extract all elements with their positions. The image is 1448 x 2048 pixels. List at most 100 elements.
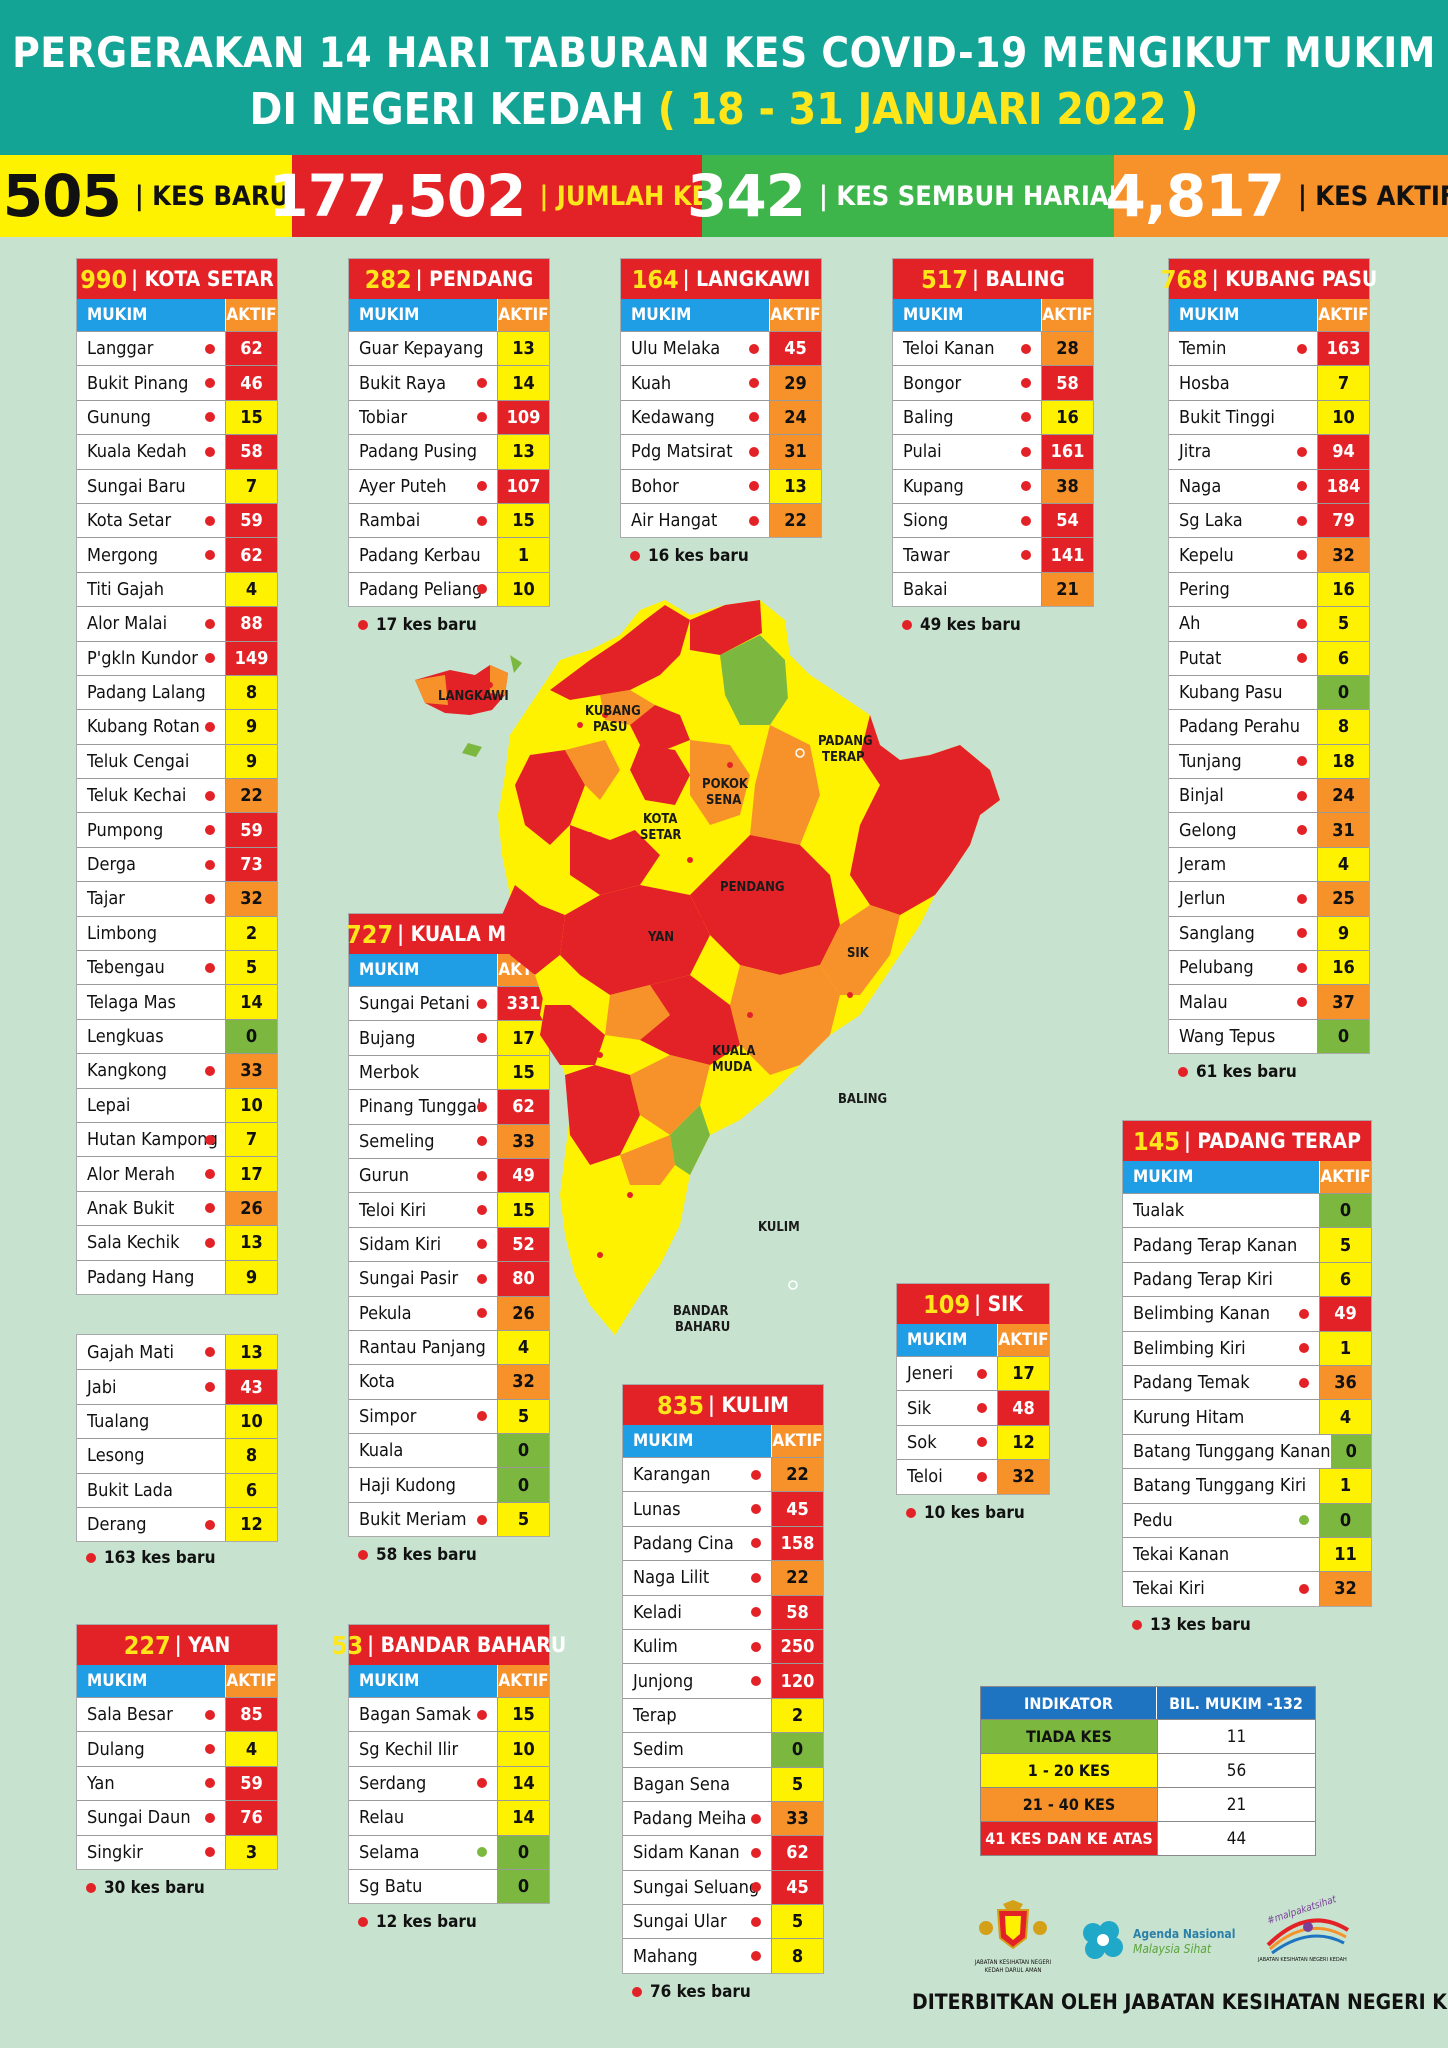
mukim-name: Tualang (77, 1404, 225, 1439)
table-row: Siong 54 (893, 502, 1093, 538)
jkn-logo-text: JABATAN KESIHATAN NEGERI KEDAH DARUL AMAN (974, 1959, 1052, 1974)
aktif-value: 14 (497, 1766, 549, 1801)
map-kulim-green (670, 1105, 710, 1175)
new-case-dot-icon (977, 1403, 987, 1414)
red-dot-icon (358, 1917, 368, 1928)
mukim-name: Kuala (349, 1434, 497, 1468)
mukim-name: Sungai Baru (77, 469, 225, 503)
table-row: Tobiar 109 (349, 399, 549, 435)
map-kmuda-red-2 (540, 1005, 605, 1065)
aktif-value: 13 (225, 1226, 277, 1260)
aktif-value: 59 (225, 1766, 277, 1801)
aktif-value: 17 (497, 1021, 549, 1055)
aktif-value: 13 (497, 332, 549, 366)
aktif-value: 25 (1317, 882, 1369, 916)
new-case-dot-icon (477, 1033, 487, 1044)
table-row: Bukit Pinang 46 (77, 365, 277, 400)
aktif-value: 85 (225, 1698, 277, 1732)
map-label-kota: KOTA (643, 812, 677, 827)
mukim-name: Singkir (77, 1835, 225, 1869)
aktif-value: 4 (1319, 1400, 1371, 1434)
new-cases-note: 61 kes baru (1178, 1062, 1297, 1082)
stat-label: | JUMLAH KES (539, 180, 726, 212)
mukim-name: Bukit Pinang (77, 366, 225, 400)
mukim-name: Pinang Tunggal (349, 1090, 497, 1124)
map-north-red (550, 605, 690, 700)
aktif-value: 0 (497, 1869, 549, 1904)
table-row: Tajar 32 (77, 881, 277, 916)
aktif-value: 5 (771, 1905, 823, 1939)
table-row: Lesong 8 (77, 1438, 277, 1473)
mukim-name: Air Hangat (621, 503, 769, 538)
mukim-name: Kurung Hitam (1123, 1400, 1319, 1434)
table-row: Sala Besar 85 (77, 1697, 277, 1732)
table-row: Kuala 0 (349, 1433, 549, 1468)
mukim-name: Derga (77, 847, 225, 882)
table-row: Teloi 32 (897, 1459, 1049, 1494)
table-row: Pedu 0 (1123, 1502, 1371, 1537)
new-case-dot-icon (751, 1847, 761, 1858)
table-row: Padang Peliang 10 (349, 571, 549, 607)
table-row: Wang Tepus 0 (1169, 1018, 1369, 1054)
mukim-name: Jerlun (1169, 882, 1317, 916)
table-row: Padang Lalang 8 (77, 674, 277, 710)
map-label-kulim: KULIM (758, 1220, 800, 1235)
new-case-dot-icon (477, 1308, 487, 1319)
table-row: Putat 6 (1169, 640, 1369, 675)
mukim-name: Gajah Mati (77, 1335, 225, 1370)
table-row: Gajah Mati 13 (77, 1335, 277, 1370)
aktif-value: 22 (769, 503, 821, 538)
mukim-name: Relau (349, 1801, 497, 1835)
table-row: Batang Tunggang Kanan 0 (1123, 1433, 1371, 1469)
new-case-dot-icon (205, 859, 215, 870)
table-row: Junjong 120 (623, 1663, 823, 1698)
new-case-dot-icon (477, 1778, 487, 1789)
new-case-dot-icon (477, 1411, 487, 1422)
title-state: DI NEGERI KEDAH (249, 84, 644, 135)
mukim-name: Padang Temak (1123, 1365, 1319, 1400)
aktif-value: 120 (771, 1664, 823, 1698)
col-mukim: MUKIM (623, 1425, 771, 1457)
mukim-name: Padang Cina (623, 1526, 771, 1561)
mukim-name: Sok (897, 1425, 997, 1460)
mukim-name: Pering (1169, 572, 1317, 607)
mukim-name: Sg Batu (349, 1869, 497, 1904)
map-pendang-orange (750, 725, 820, 865)
table-row: Relau 14 (349, 1800, 549, 1835)
new-case-dot-icon (477, 1205, 487, 1216)
title-dates: ( 18 - 31 JANUARI 2022 ) (657, 84, 1199, 135)
new-case-dot-icon (477, 1273, 487, 1284)
aktif-value: 28 (1041, 332, 1093, 366)
aktif-value: 33 (771, 1801, 823, 1836)
new-case-dot-icon (205, 1237, 215, 1248)
map-yan-yellow (535, 955, 580, 1005)
table-row: Gunung 15 (77, 399, 277, 435)
indicator-legend: INDIKATOR BIL. MUKIM -132 TIADA KES 11 1 -… (980, 1686, 1316, 1856)
district-header: 227 | YAN (77, 1625, 277, 1665)
table-row: Jeram 4 (1169, 846, 1369, 882)
new-case-dot-icon (751, 1641, 761, 1652)
table-row: Tualak 0 (1123, 1193, 1371, 1228)
table-row: Padang Cina 158 (623, 1525, 823, 1561)
agenda-logo-text: Agenda Nasional (1133, 1927, 1236, 1941)
aktif-value: 5 (225, 951, 277, 985)
table-row: Limbong 2 (77, 915, 277, 951)
new-case-dot-icon (205, 1134, 215, 1145)
new-case-dot-icon (1297, 893, 1307, 904)
new-case-dot-icon (205, 1709, 215, 1720)
mukim-name: Tobiar (349, 400, 497, 435)
aktif-value: 62 (225, 538, 277, 572)
mukim-name: Sidam Kanan (623, 1836, 771, 1870)
red-dot-icon (902, 620, 912, 631)
map-label-padang: PADANG (818, 734, 873, 749)
aktif-value: 33 (497, 1124, 549, 1158)
mukim-name: Anak Bukit (77, 1191, 225, 1226)
mukim-name: Ah (1169, 607, 1317, 641)
new-case-dot-icon (749, 446, 759, 457)
map-baling-orange (730, 965, 840, 1075)
new-case-dot-icon (749, 343, 759, 354)
table-row: Kuala Kedah 58 (77, 434, 277, 469)
aktif-value: 6 (1319, 1262, 1371, 1297)
map-terap-red (690, 600, 762, 655)
aktif-value: 5 (497, 1399, 549, 1434)
